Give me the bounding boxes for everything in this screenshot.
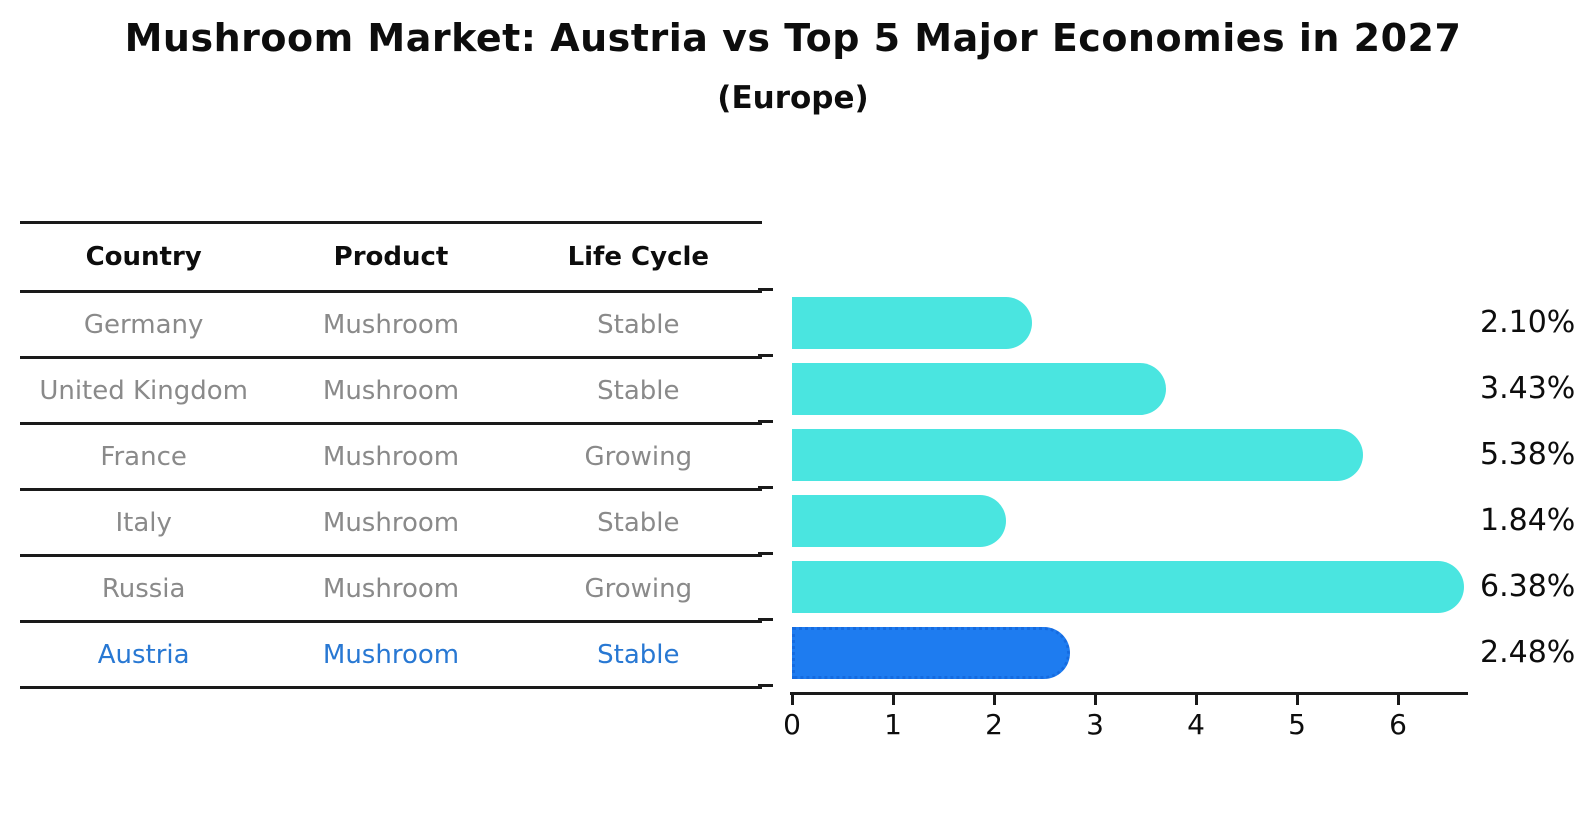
x-tick-mark-1 <box>892 694 895 705</box>
value-label-austria: 2.48% <box>1480 635 1576 670</box>
x-tick-mark-2 <box>993 694 996 705</box>
value-label-france: 5.38% <box>1480 437 1576 472</box>
value-label-united-kingdom: 3.43% <box>1480 371 1576 406</box>
x-tick-mark-0 <box>791 694 794 705</box>
cell-life-cycle: Growing <box>584 573 693 604</box>
cell-product: Mushroom <box>322 375 460 406</box>
cell-life-cycle: Stable <box>597 507 680 538</box>
cell-country: Russia <box>101 573 186 604</box>
value-label-italy: 1.84% <box>1480 503 1576 538</box>
cell-country: Austria <box>97 639 190 670</box>
header-country: Country <box>85 242 202 272</box>
x-tick-label-4: 4 <box>1187 708 1205 741</box>
table-row-united-kingdom: United Kingdom Mushroom Stable <box>20 359 762 425</box>
y-tick-mark-5 <box>758 618 773 621</box>
y-tick-mark-3 <box>758 486 773 489</box>
cell-country: United Kingdom <box>39 375 248 406</box>
x-tick-mark-4 <box>1195 694 1198 705</box>
bar-italy <box>792 495 1006 547</box>
bar-united-kingdom <box>792 363 1166 415</box>
cell-country: France <box>100 441 187 472</box>
country-table: Country Product Life Cycle Germany Mushro… <box>20 221 762 689</box>
x-tick-mark-5 <box>1296 694 1299 705</box>
cell-country: Germany <box>83 309 204 340</box>
value-label-germany: 2.10% <box>1480 305 1576 340</box>
cell-product: Mushroom <box>322 507 460 538</box>
x-tick-label-0: 0 <box>783 708 801 741</box>
table-body: Germany Mushroom Stable United Kingdom Mushr… <box>20 293 762 689</box>
x-tick-label-6: 6 <box>1389 708 1407 741</box>
bar-france <box>792 429 1363 481</box>
x-tick-mark-6 <box>1397 694 1400 705</box>
x-tick-label-5: 5 <box>1288 708 1306 741</box>
table-row-italy: Italy Mushroom Stable <box>20 491 762 557</box>
bar-russia <box>792 561 1464 613</box>
cell-life-cycle: Growing <box>584 441 693 472</box>
table-header-row: Country Product Life Cycle <box>20 224 762 293</box>
y-tick-mark-0 <box>758 288 773 291</box>
table-row-france: France Mushroom Growing <box>20 425 762 491</box>
y-tick-mark-1 <box>758 354 773 357</box>
cell-life-cycle: Stable <box>597 309 680 340</box>
x-tick-label-2: 2 <box>985 708 1003 741</box>
cell-life-cycle: Stable <box>597 639 680 670</box>
bar-germany <box>792 297 1032 349</box>
table-row-germany: Germany Mushroom Stable <box>20 293 762 359</box>
y-tick-mark-2 <box>758 420 773 423</box>
header-life-cycle: Life Cycle <box>567 242 710 272</box>
cell-country: Italy <box>115 507 172 538</box>
x-tick-label-1: 1 <box>884 708 902 741</box>
x-tick-label-3: 3 <box>1086 708 1104 741</box>
table-row-russia: Russia Mushroom Growing <box>20 557 762 623</box>
bar-austria <box>792 627 1070 679</box>
y-tick-mark-4 <box>758 552 773 555</box>
header-product: Product <box>333 242 449 272</box>
cell-product: Mushroom <box>322 573 460 604</box>
table-row-austria: Austria Mushroom Stable <box>20 623 762 689</box>
cell-life-cycle: Stable <box>597 375 680 406</box>
y-tick-mark-6 <box>758 684 773 687</box>
value-label-russia: 6.38% <box>1480 569 1576 604</box>
chart-subtitle: (Europe) <box>717 80 869 116</box>
x-tick-mark-3 <box>1094 694 1097 705</box>
chart-title: Mushroom Market: Austria vs Top 5 Major … <box>124 16 1462 60</box>
cell-product: Mushroom <box>322 441 460 472</box>
cell-product: Mushroom <box>322 639 460 670</box>
x-axis-line <box>790 692 1468 695</box>
cell-product: Mushroom <box>322 309 460 340</box>
